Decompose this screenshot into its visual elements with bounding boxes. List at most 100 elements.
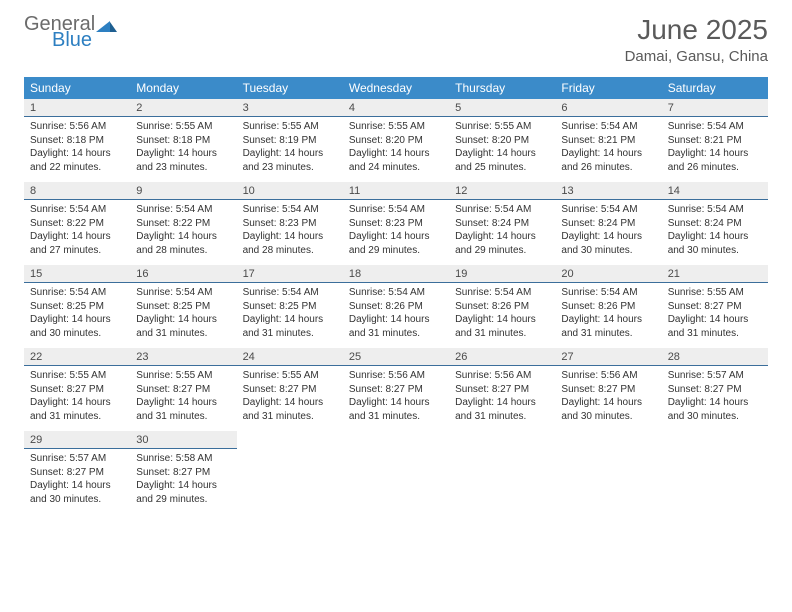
- calendar-cell: 1Sunrise: 5:56 AMSunset: 8:18 PMDaylight…: [24, 99, 130, 182]
- calendar-cell-empty: [343, 431, 449, 514]
- brand-logo: GeneralBlue: [24, 14, 118, 50]
- weekday-sunday: Sunday: [24, 77, 130, 99]
- calendar-cell: 30Sunrise: 5:58 AMSunset: 8:27 PMDayligh…: [130, 431, 236, 514]
- calendar-cell-empty: [662, 431, 768, 514]
- brand-text-blue: Blue: [52, 30, 118, 50]
- day-number: 18: [343, 265, 449, 283]
- calendar-cell: 6Sunrise: 5:54 AMSunset: 8:21 PMDaylight…: [555, 99, 661, 182]
- day-number: 9: [130, 182, 236, 200]
- calendar-cell: 12Sunrise: 5:54 AMSunset: 8:24 PMDayligh…: [449, 182, 555, 265]
- month-title: June 2025: [625, 14, 768, 46]
- calendar-cell: 10Sunrise: 5:54 AMSunset: 8:23 PMDayligh…: [237, 182, 343, 265]
- day-number: 16: [130, 265, 236, 283]
- calendar-cell: 22Sunrise: 5:55 AMSunset: 8:27 PMDayligh…: [24, 348, 130, 431]
- location-text: Damai, Gansu, China: [625, 48, 768, 65]
- calendar-table: Sunday Monday Tuesday Wednesday Thursday…: [24, 77, 768, 514]
- calendar-row: 8Sunrise: 5:54 AMSunset: 8:22 PMDaylight…: [24, 182, 768, 265]
- calendar-cell-empty: [555, 431, 661, 514]
- calendar-cell: 11Sunrise: 5:54 AMSunset: 8:23 PMDayligh…: [343, 182, 449, 265]
- calendar-cell: 15Sunrise: 5:54 AMSunset: 8:25 PMDayligh…: [24, 265, 130, 348]
- weekday-saturday: Saturday: [662, 77, 768, 99]
- calendar-cell: 25Sunrise: 5:56 AMSunset: 8:27 PMDayligh…: [343, 348, 449, 431]
- weekday-wednesday: Wednesday: [343, 77, 449, 99]
- day-number: 23: [130, 348, 236, 366]
- day-number: 25: [343, 348, 449, 366]
- day-number: 6: [555, 99, 661, 117]
- calendar-cell: 18Sunrise: 5:54 AMSunset: 8:26 PMDayligh…: [343, 265, 449, 348]
- calendar-cell: 5Sunrise: 5:55 AMSunset: 8:20 PMDaylight…: [449, 99, 555, 182]
- day-details: Sunrise: 5:55 AMSunset: 8:20 PMDaylight:…: [343, 117, 449, 182]
- day-details: Sunrise: 5:54 AMSunset: 8:23 PMDaylight:…: [237, 200, 343, 265]
- calendar-cell: 19Sunrise: 5:54 AMSunset: 8:26 PMDayligh…: [449, 265, 555, 348]
- day-details: Sunrise: 5:54 AMSunset: 8:21 PMDaylight:…: [662, 117, 768, 182]
- calendar-cell: 3Sunrise: 5:55 AMSunset: 8:19 PMDaylight…: [237, 99, 343, 182]
- day-details: Sunrise: 5:56 AMSunset: 8:18 PMDaylight:…: [24, 117, 130, 182]
- calendar-cell: 16Sunrise: 5:54 AMSunset: 8:25 PMDayligh…: [130, 265, 236, 348]
- weekday-header-row: Sunday Monday Tuesday Wednesday Thursday…: [24, 77, 768, 99]
- day-number: 12: [449, 182, 555, 200]
- day-number: 28: [662, 348, 768, 366]
- weekday-thursday: Thursday: [449, 77, 555, 99]
- day-details: Sunrise: 5:58 AMSunset: 8:27 PMDaylight:…: [130, 449, 236, 514]
- calendar-cell: 17Sunrise: 5:54 AMSunset: 8:25 PMDayligh…: [237, 265, 343, 348]
- day-details: Sunrise: 5:54 AMSunset: 8:26 PMDaylight:…: [449, 283, 555, 348]
- weekday-monday: Monday: [130, 77, 236, 99]
- page-header: GeneralBlue June 2025 Damai, Gansu, Chin…: [0, 0, 792, 71]
- day-details: Sunrise: 5:54 AMSunset: 8:21 PMDaylight:…: [555, 117, 661, 182]
- day-number: 22: [24, 348, 130, 366]
- day-details: Sunrise: 5:54 AMSunset: 8:25 PMDaylight:…: [24, 283, 130, 348]
- calendar-cell: 9Sunrise: 5:54 AMSunset: 8:22 PMDaylight…: [130, 182, 236, 265]
- day-number: 14: [662, 182, 768, 200]
- calendar-cell: 13Sunrise: 5:54 AMSunset: 8:24 PMDayligh…: [555, 182, 661, 265]
- day-number: 11: [343, 182, 449, 200]
- day-number: 27: [555, 348, 661, 366]
- day-details: Sunrise: 5:54 AMSunset: 8:25 PMDaylight:…: [237, 283, 343, 348]
- day-details: Sunrise: 5:55 AMSunset: 8:27 PMDaylight:…: [24, 366, 130, 431]
- day-details: Sunrise: 5:54 AMSunset: 8:23 PMDaylight:…: [343, 200, 449, 265]
- day-number: 13: [555, 182, 661, 200]
- calendar-cell: 28Sunrise: 5:57 AMSunset: 8:27 PMDayligh…: [662, 348, 768, 431]
- day-details: Sunrise: 5:54 AMSunset: 8:24 PMDaylight:…: [662, 200, 768, 265]
- calendar-cell-empty: [449, 431, 555, 514]
- day-number: 17: [237, 265, 343, 283]
- day-details: Sunrise: 5:54 AMSunset: 8:22 PMDaylight:…: [130, 200, 236, 265]
- calendar-cell: 14Sunrise: 5:54 AMSunset: 8:24 PMDayligh…: [662, 182, 768, 265]
- day-details: Sunrise: 5:56 AMSunset: 8:27 PMDaylight:…: [555, 366, 661, 431]
- day-details: Sunrise: 5:55 AMSunset: 8:27 PMDaylight:…: [237, 366, 343, 431]
- calendar-cell: 4Sunrise: 5:55 AMSunset: 8:20 PMDaylight…: [343, 99, 449, 182]
- day-number: 20: [555, 265, 661, 283]
- day-details: Sunrise: 5:54 AMSunset: 8:25 PMDaylight:…: [130, 283, 236, 348]
- day-number: 8: [24, 182, 130, 200]
- day-details: Sunrise: 5:55 AMSunset: 8:27 PMDaylight:…: [662, 283, 768, 348]
- day-number: 2: [130, 99, 236, 117]
- day-number: 4: [343, 99, 449, 117]
- day-details: Sunrise: 5:54 AMSunset: 8:22 PMDaylight:…: [24, 200, 130, 265]
- calendar-cell: 27Sunrise: 5:56 AMSunset: 8:27 PMDayligh…: [555, 348, 661, 431]
- day-details: Sunrise: 5:55 AMSunset: 8:18 PMDaylight:…: [130, 117, 236, 182]
- day-number: 10: [237, 182, 343, 200]
- calendar-body: 1Sunrise: 5:56 AMSunset: 8:18 PMDaylight…: [24, 99, 768, 514]
- day-details: Sunrise: 5:55 AMSunset: 8:27 PMDaylight:…: [130, 366, 236, 431]
- day-number: 30: [130, 431, 236, 449]
- day-number: 7: [662, 99, 768, 117]
- title-block: June 2025 Damai, Gansu, China: [625, 14, 768, 65]
- day-details: Sunrise: 5:57 AMSunset: 8:27 PMDaylight:…: [662, 366, 768, 431]
- calendar-row: 1Sunrise: 5:56 AMSunset: 8:18 PMDaylight…: [24, 99, 768, 182]
- day-details: Sunrise: 5:56 AMSunset: 8:27 PMDaylight:…: [449, 366, 555, 431]
- weekday-friday: Friday: [555, 77, 661, 99]
- day-number: 19: [449, 265, 555, 283]
- day-number: 24: [237, 348, 343, 366]
- day-details: Sunrise: 5:55 AMSunset: 8:20 PMDaylight:…: [449, 117, 555, 182]
- day-number: 1: [24, 99, 130, 117]
- day-number: 26: [449, 348, 555, 366]
- calendar-row: 29Sunrise: 5:57 AMSunset: 8:27 PMDayligh…: [24, 431, 768, 514]
- day-number: 3: [237, 99, 343, 117]
- day-details: Sunrise: 5:54 AMSunset: 8:24 PMDaylight:…: [555, 200, 661, 265]
- calendar-cell: 7Sunrise: 5:54 AMSunset: 8:21 PMDaylight…: [662, 99, 768, 182]
- calendar-cell: 20Sunrise: 5:54 AMSunset: 8:26 PMDayligh…: [555, 265, 661, 348]
- calendar-cell: 2Sunrise: 5:55 AMSunset: 8:18 PMDaylight…: [130, 99, 236, 182]
- calendar-cell: 8Sunrise: 5:54 AMSunset: 8:22 PMDaylight…: [24, 182, 130, 265]
- day-details: Sunrise: 5:54 AMSunset: 8:24 PMDaylight:…: [449, 200, 555, 265]
- calendar-cell: 21Sunrise: 5:55 AMSunset: 8:27 PMDayligh…: [662, 265, 768, 348]
- day-details: Sunrise: 5:54 AMSunset: 8:26 PMDaylight:…: [555, 283, 661, 348]
